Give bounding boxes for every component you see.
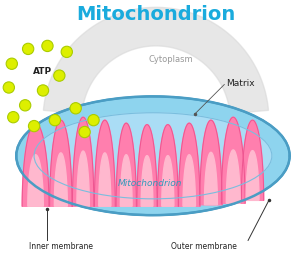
Polygon shape	[72, 117, 94, 206]
Polygon shape	[200, 120, 222, 205]
Circle shape	[42, 40, 53, 52]
Text: Mitochondrion: Mitochondrion	[118, 180, 182, 188]
Polygon shape	[246, 151, 259, 200]
Circle shape	[79, 126, 90, 138]
Circle shape	[38, 85, 49, 96]
Polygon shape	[34, 113, 272, 199]
Text: Mitochondrion: Mitochondrion	[76, 5, 236, 24]
Polygon shape	[120, 155, 132, 206]
Polygon shape	[183, 155, 195, 206]
Text: ATP: ATP	[33, 67, 52, 76]
Polygon shape	[44, 7, 268, 114]
Polygon shape	[50, 120, 72, 206]
Polygon shape	[242, 120, 264, 200]
Circle shape	[28, 120, 40, 132]
Polygon shape	[178, 123, 200, 206]
Polygon shape	[226, 150, 240, 203]
Text: Cytoplasm: Cytoplasm	[148, 55, 193, 64]
Polygon shape	[99, 153, 111, 206]
Polygon shape	[16, 96, 290, 215]
Polygon shape	[94, 120, 115, 206]
Circle shape	[88, 114, 99, 126]
Circle shape	[20, 100, 31, 111]
Text: Matrix: Matrix	[226, 79, 254, 87]
Polygon shape	[28, 155, 43, 206]
Polygon shape	[137, 125, 157, 206]
Polygon shape	[205, 152, 218, 205]
Polygon shape	[141, 156, 153, 206]
Polygon shape	[116, 123, 136, 206]
Polygon shape	[221, 117, 245, 203]
Polygon shape	[77, 151, 89, 206]
Circle shape	[22, 43, 34, 55]
Circle shape	[61, 46, 72, 58]
Circle shape	[49, 114, 61, 126]
Circle shape	[3, 82, 14, 93]
Circle shape	[8, 112, 19, 123]
Polygon shape	[54, 153, 67, 206]
Text: Outer membrane: Outer membrane	[171, 242, 236, 251]
Circle shape	[70, 103, 81, 114]
Circle shape	[6, 58, 17, 69]
Polygon shape	[158, 125, 178, 206]
Polygon shape	[162, 156, 174, 206]
Polygon shape	[22, 123, 49, 206]
Circle shape	[54, 70, 65, 81]
Text: Inner membrane: Inner membrane	[29, 242, 93, 251]
